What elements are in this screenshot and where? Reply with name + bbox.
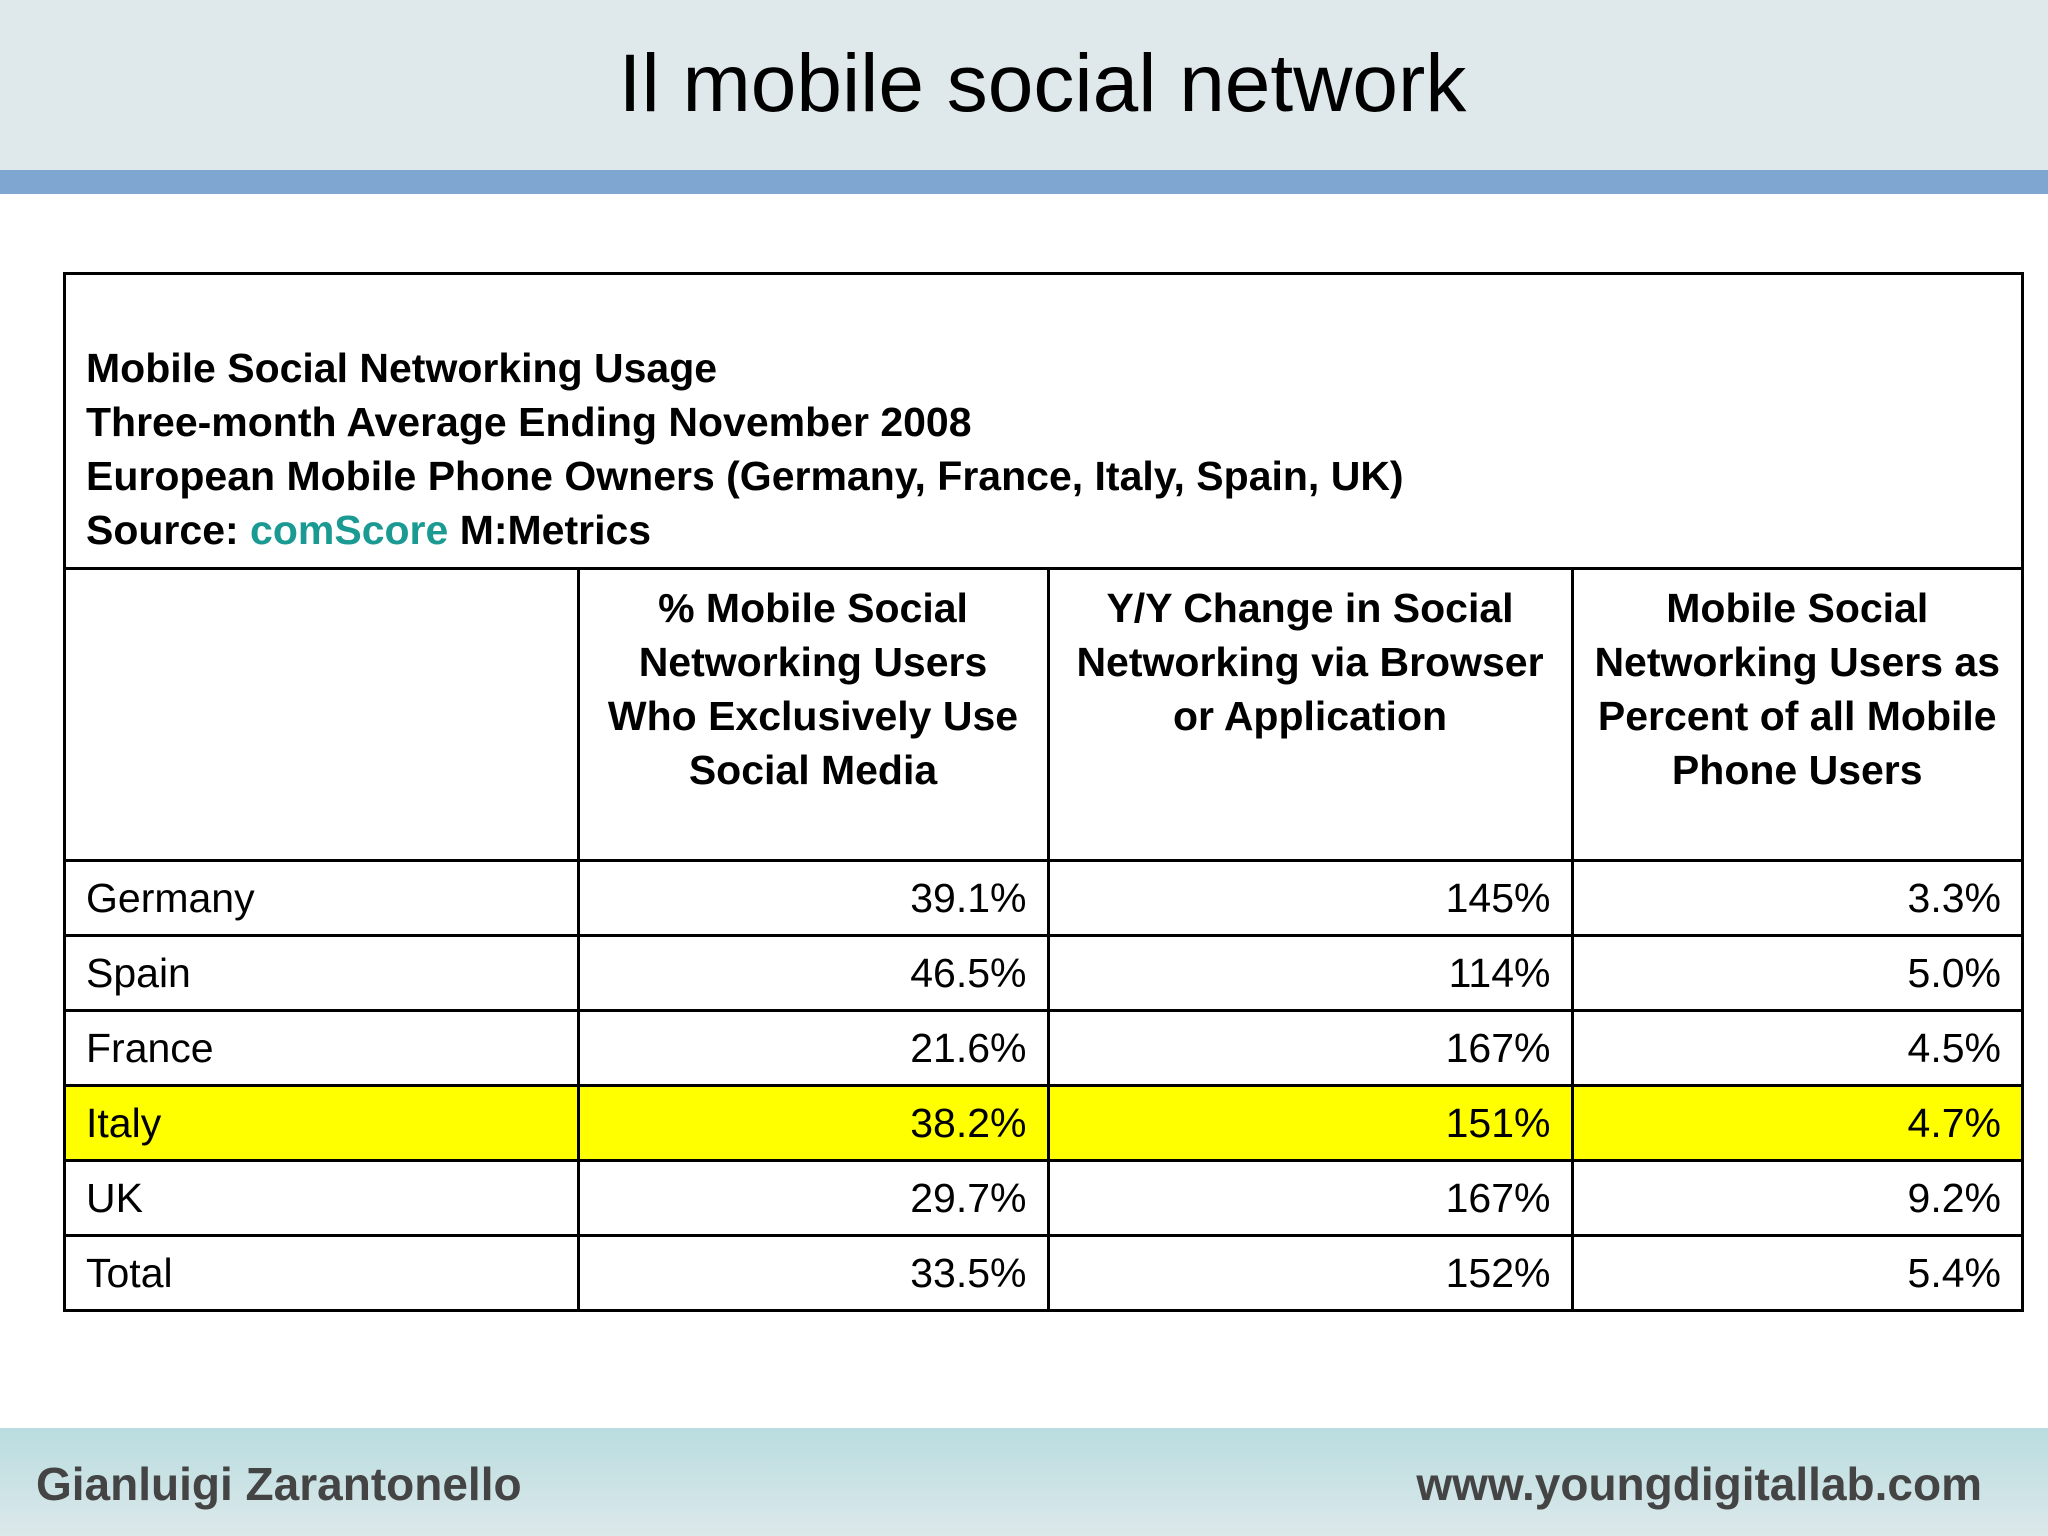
table-cell: 3.3% xyxy=(1570,858,2021,937)
table-cell: 167% xyxy=(1046,1158,1574,1237)
caption-line-3: European Mobile Phone Owners (Germany, F… xyxy=(86,453,1404,499)
table-row: France 21.6% 167% 4.5% xyxy=(66,1008,2021,1087)
table-body: Germany 39.1% 145% 3.3% Spain 46.5% 114% 5.0% Fr… xyxy=(66,858,2021,1310)
data-table-frame: Mobile Social Networking Usage Three-mon… xyxy=(63,272,2024,1312)
table-row: Spain 46.5% 114% 5.0% xyxy=(66,933,2021,1012)
table-cell: 152% xyxy=(1046,1233,1574,1310)
table-cell: 5.4% xyxy=(1570,1233,2021,1310)
column-header-percent-of-users: Mobile Social Networking Users as Percen… xyxy=(1570,567,2021,862)
caption-line-1: Mobile Social Networking Usage xyxy=(86,345,718,391)
row-label: Italy xyxy=(66,1083,580,1162)
table-cell: 4.7% xyxy=(1570,1083,2021,1162)
source-label: Source: xyxy=(86,507,251,553)
row-label: UK xyxy=(66,1158,580,1237)
column-header-yy-change: Y/Y Change in Social Networking via Brow… xyxy=(1046,567,1574,862)
slide-title: Il mobile social network xyxy=(618,38,1467,129)
table-cell: 145% xyxy=(1046,858,1574,937)
footer-author: Gianluigi Zarantonello xyxy=(36,1458,522,1510)
table-cell: 46.5% xyxy=(576,933,1050,1012)
data-table: % Mobile Social Networking Users Who Exc… xyxy=(66,567,2021,1310)
header-accent-bar xyxy=(0,170,2048,194)
row-label: Total xyxy=(66,1233,580,1310)
slide-header: Il mobile social network xyxy=(0,0,2048,170)
table-row: Germany 39.1% 145% 3.3% xyxy=(66,858,2021,937)
table-header-row: % Mobile Social Networking Users Who Exc… xyxy=(66,567,2021,862)
table-cell: 33.5% xyxy=(576,1233,1050,1310)
table-cell: 151% xyxy=(1046,1083,1574,1162)
slide-footer: Gianluigi Zarantonello www.youngdigitall… xyxy=(0,1428,2048,1536)
table-caption: Mobile Social Networking Usage Three-mon… xyxy=(66,275,2021,570)
table-cell: 39.1% xyxy=(576,858,1050,937)
source-suffix: M:Metrics xyxy=(448,507,652,553)
table-row: Total 33.5% 152% 5.4% xyxy=(66,1233,2021,1310)
row-label: France xyxy=(66,1008,580,1087)
column-header-country xyxy=(66,567,580,862)
caption-line-2: Three-month Average Ending November 2008 xyxy=(86,399,972,445)
table-row: UK 29.7% 167% 9.2% xyxy=(66,1158,2021,1237)
caption-source: Source: comScore M:Metrics xyxy=(86,503,1404,557)
column-header-exclusive-users: % Mobile Social Networking Users Who Exc… xyxy=(576,567,1050,862)
table-cell: 114% xyxy=(1046,933,1574,1012)
table-cell: 167% xyxy=(1046,1008,1574,1087)
row-label: Germany xyxy=(66,858,580,937)
footer-website: www.youngdigitallab.com xyxy=(1416,1458,1982,1510)
row-label: Spain xyxy=(66,933,580,1012)
source-brand: comScore xyxy=(250,507,449,553)
table-cell: 29.7% xyxy=(576,1158,1050,1237)
table-row: Italy 38.2% 151% 4.7% xyxy=(66,1083,2021,1162)
table-cell: 38.2% xyxy=(576,1083,1050,1162)
table-cell: 21.6% xyxy=(576,1008,1050,1087)
table-cell: 5.0% xyxy=(1570,933,2021,1012)
table-cell: 4.5% xyxy=(1570,1008,2021,1087)
table-cell: 9.2% xyxy=(1570,1158,2021,1237)
